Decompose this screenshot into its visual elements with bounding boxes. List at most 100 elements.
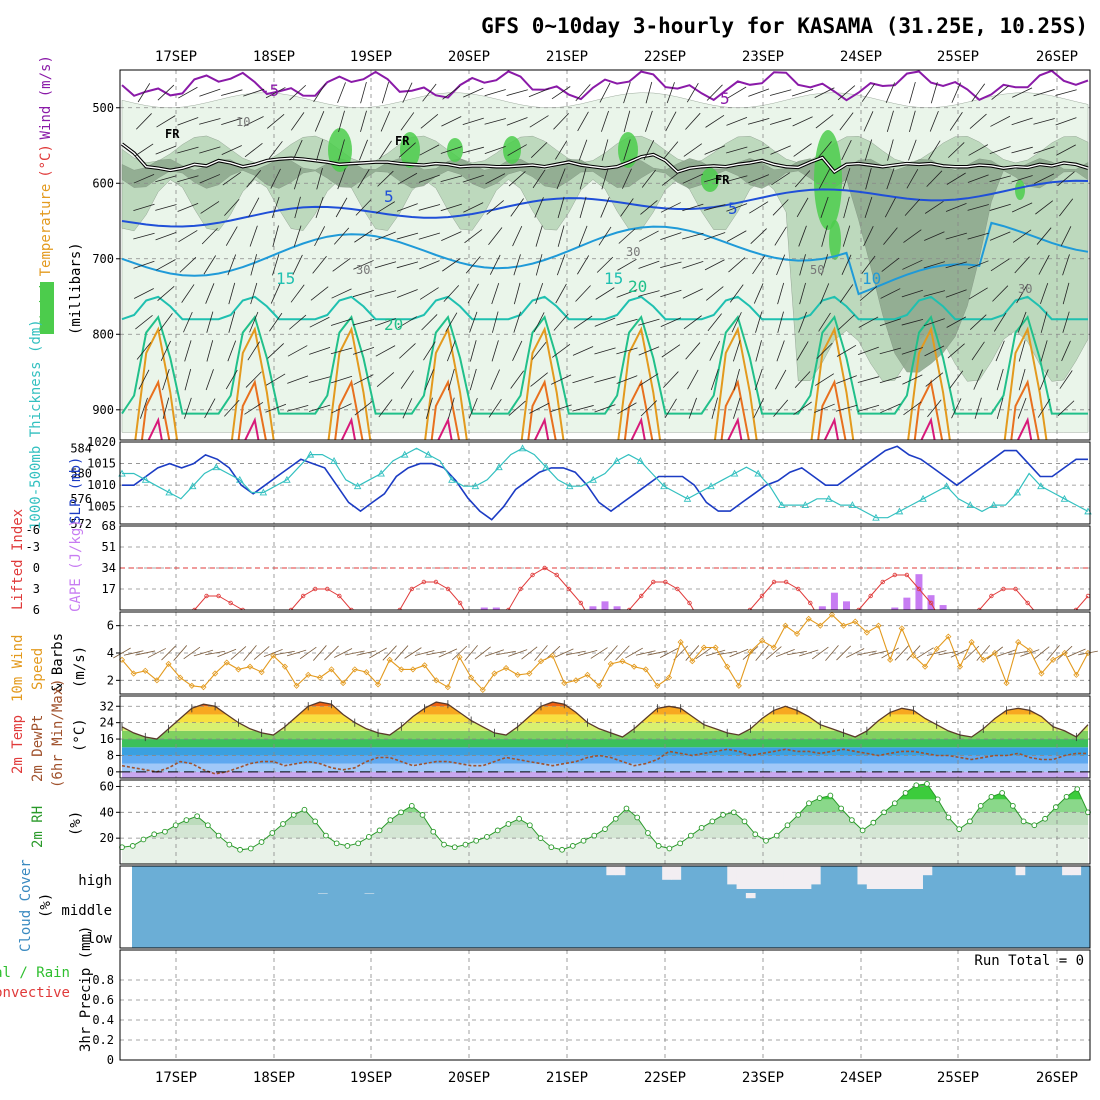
wind-barb <box>253 646 270 660</box>
wind-barb <box>825 645 839 661</box>
wind-barb <box>682 288 703 299</box>
wind-barb <box>419 144 440 156</box>
wind-barb <box>556 168 566 190</box>
thickness-marker <box>330 456 338 464</box>
wind-barb <box>775 648 795 658</box>
bottom-date-axis: 17SEP 18SEP 19SEP 20SEP 21SEP 22SEP 23SEP 24SEP… <box>155 1070 1078 1086</box>
wind-barb <box>750 228 767 244</box>
wind-barb <box>894 645 909 661</box>
temp-axis-label: 2m DewPt <box>30 715 46 782</box>
cloud-gap <box>662 866 672 880</box>
wind-barb <box>661 344 681 358</box>
cloud-gap <box>894 866 905 889</box>
top-date-label: 25SEP <box>937 49 979 65</box>
wind-barb <box>270 283 281 304</box>
wind-barb <box>846 648 865 658</box>
wind-barb <box>945 202 967 212</box>
li-marker <box>433 579 439 585</box>
wind-barb <box>747 146 770 154</box>
li-marker <box>337 593 342 599</box>
wind-barb <box>400 112 415 131</box>
cloud-gap <box>1062 866 1072 876</box>
thickness-marker <box>613 456 621 464</box>
wind-barb <box>173 645 188 661</box>
wind-barb <box>462 146 485 154</box>
wind-barb <box>1062 311 1070 333</box>
wind-barb <box>842 225 851 247</box>
bottom-date-label: 26SEP <box>1036 1070 1078 1086</box>
wind-barb <box>617 258 637 271</box>
wind-barb <box>424 369 434 390</box>
wind-speed-line <box>121 613 1089 691</box>
wind-barb <box>535 225 543 247</box>
wind-barb <box>521 646 538 660</box>
cape-bar <box>492 607 500 610</box>
thickness-marker <box>777 501 786 509</box>
wind-barb <box>793 401 812 415</box>
wind-barb <box>616 347 638 355</box>
top-date-label: 24SEP <box>840 49 882 65</box>
freezing-level-inner <box>121 143 1089 173</box>
cape-bar <box>915 574 923 610</box>
wind-barb <box>906 168 919 189</box>
wind-barb <box>421 314 438 331</box>
20C-contour <box>121 314 1088 415</box>
wind-barb <box>512 225 523 247</box>
wind-barb <box>535 254 543 276</box>
wind-barb <box>557 225 565 247</box>
slp-tick-label: 1005 <box>87 500 116 514</box>
wind-barb <box>839 284 854 303</box>
rh-marker <box>1020 818 1027 825</box>
wind-barb <box>1057 400 1075 417</box>
thickness-marker <box>565 482 574 490</box>
rh-marker <box>237 846 243 853</box>
ylabel-part: (°C) <box>38 144 54 178</box>
rh-marker <box>312 818 319 825</box>
contour-label: 30 <box>1018 282 1032 296</box>
wind-barb <box>159 313 173 332</box>
wind-barb <box>748 174 770 184</box>
li-line <box>193 567 1089 610</box>
wind-barb <box>243 645 257 661</box>
y-tick-label: 800 <box>92 327 114 341</box>
wind-barb <box>578 139 588 161</box>
wind-barb <box>726 203 748 212</box>
wind-barb <box>155 204 177 211</box>
wind-barb <box>799 649 819 657</box>
cloud-gap <box>885 866 896 889</box>
wind-barb <box>1057 171 1075 187</box>
wind-barb <box>682 173 703 184</box>
wind-barb <box>462 117 484 125</box>
wind-speed-marker <box>1073 671 1080 678</box>
rh-marker <box>484 834 490 840</box>
wind-barb <box>272 254 280 276</box>
wind-barb <box>777 311 784 333</box>
li-marker <box>904 572 910 578</box>
wind-barb <box>705 649 726 657</box>
wind-barb <box>903 401 922 416</box>
wind-barb <box>1060 226 1072 247</box>
rh-marker <box>913 782 920 789</box>
rh-marker <box>752 831 759 838</box>
wind-speed-marker <box>526 670 533 677</box>
rh-marker <box>666 845 673 852</box>
wind-barb <box>601 168 609 190</box>
wind-barb <box>531 342 547 360</box>
wind-barb <box>445 312 458 332</box>
rh-marker <box>806 800 812 807</box>
wind-barb <box>1040 283 1049 305</box>
wind-barb <box>704 175 726 183</box>
li-marker <box>204 593 209 599</box>
cloud-gap <box>1071 866 1082 876</box>
cape-bar <box>830 592 838 610</box>
wind-barb <box>418 204 441 211</box>
cape-li-panel: -6 -3 0 3 6 17 34 51 68 Lifted Index CAPE (J/kg) <box>10 509 1091 617</box>
wind-barb <box>755 340 762 362</box>
30C-contour <box>140 379 1040 440</box>
wind-barb <box>864 196 873 219</box>
contour-label: FR <box>715 173 730 187</box>
precip-panel-bg <box>120 950 1090 1060</box>
wind-barb <box>884 197 896 218</box>
rh-marker <box>902 790 909 796</box>
wind-barb <box>818 312 831 332</box>
